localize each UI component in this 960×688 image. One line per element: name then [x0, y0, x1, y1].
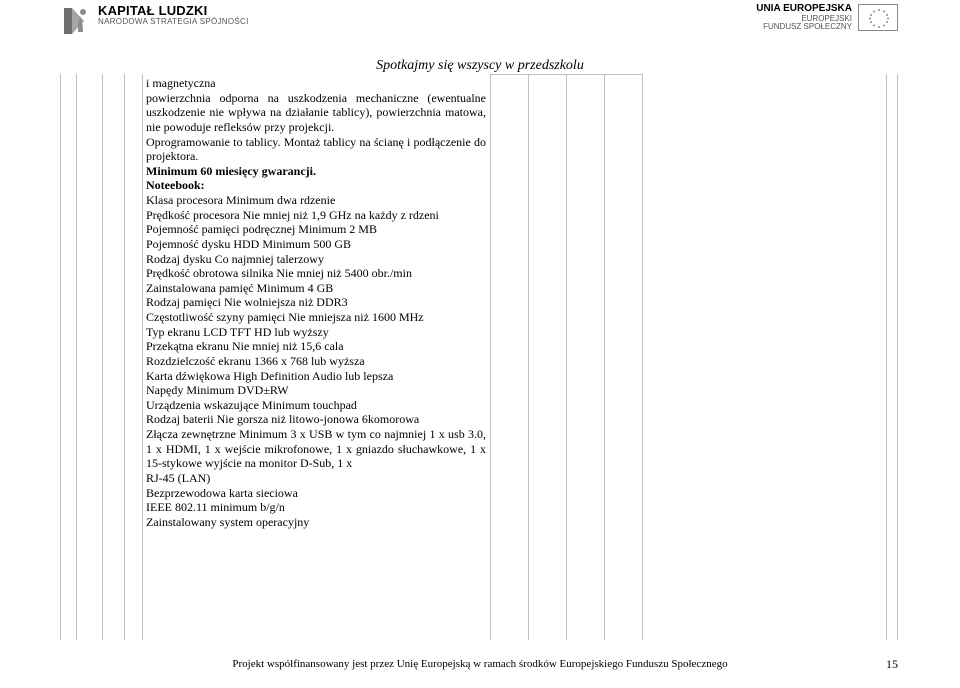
spec-content-cell: i magnetyczna powierzchnia odporna na us…: [146, 76, 486, 529]
kapital-ludzki-title: KAPITAŁ LUDZKI: [98, 4, 249, 18]
spec-line: Prędkość procesora Nie mniej niż 1,9 GHz…: [146, 208, 486, 223]
spec-line: Zainstalowany system operacyjny: [146, 515, 486, 530]
kapital-ludzki-logo: KAPITAŁ LUDZKI NARODOWA STRATEGIA SPÓJNO…: [58, 4, 249, 38]
eu-logo: UNIA EUROPEJSKA EUROPEJSKI FUNDUSZ SPOŁE…: [756, 4, 898, 31]
spec-line: powierzchnia odporna na uszkodzenia mech…: [146, 91, 486, 135]
spec-line: Karta dźwiękowa High Definition Audio lu…: [146, 369, 486, 384]
spec-line: Typ ekranu LCD TFT HD lub wyższy: [146, 325, 486, 340]
kapital-ludzki-text: KAPITAŁ LUDZKI NARODOWA STRATEGIA SPÓJNO…: [98, 4, 249, 26]
spec-line-bold: Minimum 60 miesięcy gwarancji.: [146, 164, 486, 179]
eu-line1: UNIA EUROPEJSKA: [756, 4, 852, 15]
page-number: 15: [886, 657, 898, 672]
page-footer: Projekt współfinansowany jest przez Unię…: [0, 658, 960, 670]
spec-line: Prędkość obrotowa silnika Nie mniej niż …: [146, 266, 486, 281]
spec-line: Złącza zewnętrzne Minimum 3 x USB w tym …: [146, 427, 486, 471]
kapital-ludzki-icon: [58, 4, 92, 38]
spec-line: Rodzaj dysku Co najmniej talerzowy: [146, 252, 486, 267]
spec-line: Oprogramowanie to tablicy. Montaż tablic…: [146, 135, 486, 164]
spec-line: Bezprzewodowa karta sieciowa: [146, 486, 486, 501]
spec-line: Klasa procesora Minimum dwa rdzenie: [146, 193, 486, 208]
spec-line-bold: Noteebook:: [146, 178, 486, 193]
spec-line: Pojemność dysku HDD Minimum 500 GB: [146, 237, 486, 252]
spec-line: Urządzenia wskazujące Minimum touchpad: [146, 398, 486, 413]
eu-logo-text: UNIA EUROPEJSKA EUROPEJSKI FUNDUSZ SPOŁE…: [756, 4, 852, 31]
spec-line: Pojemność pamięci podręcznej Minimum 2 M…: [146, 222, 486, 237]
kapital-ludzki-subtitle: NARODOWA STRATEGIA SPÓJNOŚCI: [98, 18, 249, 26]
spec-line: IEEE 802.11 minimum b/g/n: [146, 500, 486, 515]
spec-line: Rodzaj pamięci Nie wolniejsza niż DDR3: [146, 295, 486, 310]
spec-line: Rozdzielczość ekranu 1366 x 768 lub wyżs…: [146, 354, 486, 369]
eu-flag-icon: [858, 4, 898, 31]
spec-line: i magnetyczna: [146, 76, 486, 91]
spec-line: Napędy Minimum DVD±RW: [146, 383, 486, 398]
spec-table: i magnetyczna powierzchnia odporna na us…: [60, 74, 898, 640]
document-title: Spotkajmy się wszyscy w przedszkolu: [0, 58, 960, 74]
spec-line: Przekątna ekranu Nie mniej niż 15,6 cala: [146, 339, 486, 354]
eu-line3: FUNDUSZ SPOŁECZNY: [756, 23, 852, 31]
spec-line: Zainstalowana pamięć Minimum 4 GB: [146, 281, 486, 296]
spec-line: Częstotliwość szyny pamięci Nie mniejsza…: [146, 310, 486, 325]
spec-line: RJ-45 (LAN): [146, 471, 486, 486]
spec-line: Rodzaj baterii Nie gorsza niż litowo-jon…: [146, 412, 486, 427]
page-header: KAPITAŁ LUDZKI NARODOWA STRATEGIA SPÓJNO…: [0, 0, 960, 58]
